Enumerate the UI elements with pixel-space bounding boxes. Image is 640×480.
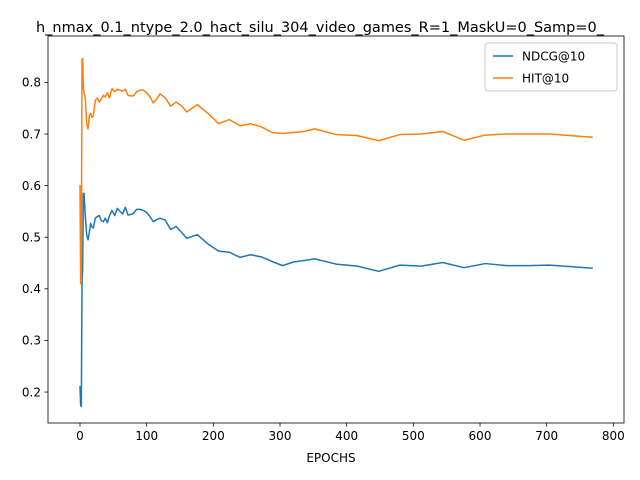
plot-area: 0 100 200 300 400 500 600 700 800 0.2 0.3 0.4 0.5 0.6… xyxy=(22,35,625,443)
x-axis-title: EPOCHS xyxy=(306,451,355,465)
legend: NDCG@10 HIT@10 xyxy=(484,42,618,92)
x-tick-label: 600 xyxy=(469,429,492,443)
y-tick-label: 0.2 xyxy=(22,385,41,399)
x-tick-label: 400 xyxy=(335,429,358,443)
y-tick-label: 0.4 xyxy=(22,282,41,296)
x-tick-label: 0 xyxy=(76,429,84,443)
x-tick-label: 700 xyxy=(535,429,558,443)
series-line-ndcg-10 xyxy=(79,192,593,408)
y-tick-label: 0.3 xyxy=(22,334,41,348)
x-tick-label: 100 xyxy=(135,429,158,443)
plot-frame xyxy=(47,35,625,424)
chart-title: h_nmax_0.1_ntype_2.0_hact_silu_304_video… xyxy=(36,20,605,36)
x-tick-label: 800 xyxy=(602,429,625,443)
series-line-hit-10 xyxy=(79,57,593,285)
x-tick-label: 500 xyxy=(402,429,425,443)
y-tick-label: 0.8 xyxy=(22,76,41,90)
y-tick-label: 0.6 xyxy=(22,179,41,193)
x-tick-label: 200 xyxy=(202,429,225,443)
legend-label-ndcg-10: NDCG@10 xyxy=(522,49,585,63)
legend-label-hit-10: HIT@10 xyxy=(522,71,569,85)
legend-box xyxy=(484,42,618,92)
x-tick-label: 300 xyxy=(269,429,292,443)
y-tick-label: 0.5 xyxy=(22,231,41,245)
y-tick-label: 0.7 xyxy=(22,127,41,141)
